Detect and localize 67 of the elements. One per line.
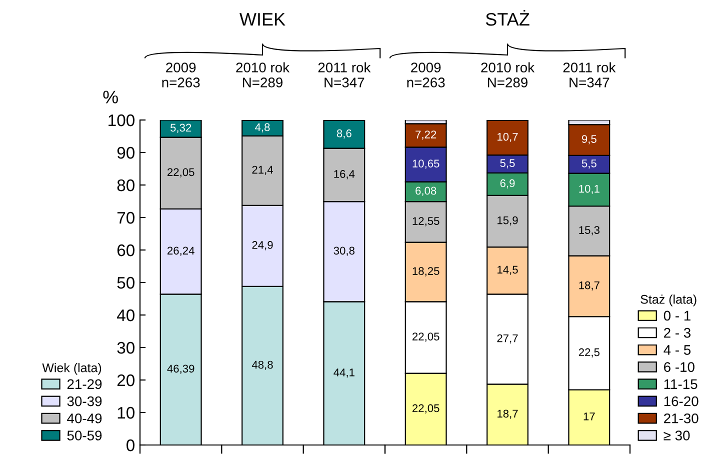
data-label: 7,22 <box>416 130 436 140</box>
y-tick-label: 80 <box>117 179 134 192</box>
legend-label: 6 -10 <box>664 362 694 372</box>
chart-title: STAŻ <box>486 10 530 26</box>
data-label: 18,7 <box>579 281 600 291</box>
data-label: 6,08 <box>416 186 436 196</box>
data-label: 21,4 <box>252 166 273 175</box>
legend-label: 11-15 <box>664 379 698 390</box>
x-tick-label: 2011 rok N=347 <box>563 62 616 88</box>
legend-label: 30-39 <box>67 396 102 406</box>
data-label: 15,9 <box>498 216 518 226</box>
data-label: 26,24 <box>167 246 194 256</box>
data-label: 22,05 <box>412 404 440 414</box>
legend-title: Wiek (lata) <box>42 363 102 375</box>
data-label: 10,65 <box>412 160 440 169</box>
data-label: 22,05 <box>167 168 194 178</box>
y-tick-label: 70 <box>117 212 134 224</box>
data-label: 48,8 <box>252 360 273 370</box>
legend-label: 16-20 <box>664 396 698 406</box>
x-tick-label: 2011 rok N=347 <box>318 62 371 88</box>
legend-label: 40-49 <box>67 413 102 424</box>
legend-label: 21-30 <box>664 413 698 424</box>
data-label: 4,8 <box>255 123 270 132</box>
data-label: 18,25 <box>412 267 440 276</box>
data-label: 10,1 <box>579 184 600 194</box>
y-tick-label: 30 <box>117 342 134 354</box>
data-label: 18,7 <box>498 410 518 419</box>
data-label: 9,5 <box>582 135 596 144</box>
legend-title: Staż (lata) <box>640 294 696 306</box>
data-label: 46,39 <box>167 364 194 374</box>
data-label: 6,9 <box>500 179 515 188</box>
data-label: 5,5 <box>500 159 515 168</box>
x-tick-label: 2009 n=263 <box>162 62 200 88</box>
data-label: 24,9 <box>252 241 273 250</box>
data-label: 16,4 <box>334 170 355 180</box>
y-tick-label: 20 <box>117 374 134 386</box>
y-tick-label: 10 <box>118 406 134 419</box>
legend-label: 50-59 <box>67 430 102 440</box>
data-label: 5,5 <box>582 160 596 169</box>
x-tick-label: 2009 n=263 <box>407 62 445 88</box>
chart-title: WIEK <box>240 13 286 26</box>
data-label: 8,6 <box>336 129 352 139</box>
data-label: 14,5 <box>498 266 518 275</box>
y-tick-label: 60 <box>117 244 134 256</box>
data-label: 22,5 <box>578 348 600 358</box>
data-label: 12,55 <box>412 217 440 226</box>
y-tick-label: 50 <box>117 276 134 289</box>
data-label: 15,3 <box>579 226 600 236</box>
x-tick-label: 2010 rok N=289 <box>236 62 290 88</box>
data-label: 27,7 <box>497 334 518 344</box>
data-label: 17 <box>584 412 595 420</box>
legend-label: 21-29 <box>67 379 102 390</box>
y-tick-label: 0 <box>126 439 134 452</box>
data-label: 30,8 <box>334 246 354 256</box>
legend-label: 2 - 3 <box>664 328 691 338</box>
y-axis-title: % <box>103 90 118 104</box>
legend-label: ≥ 30 <box>664 430 690 440</box>
x-tick-label: 2010 rok N=289 <box>481 62 535 88</box>
data-label: 22,05 <box>412 332 440 342</box>
data-label: 10,7 <box>498 132 518 142</box>
y-tick-label: 40 <box>116 309 134 322</box>
legend-label: 0 - 1 <box>664 310 690 321</box>
data-label: 5,32 <box>170 124 192 133</box>
data-label: 44,1 <box>334 368 354 378</box>
y-tick-label: 90 <box>117 146 134 159</box>
legend-label: 4 - 5 <box>664 345 691 355</box>
y-tick-label: 100 <box>108 114 134 126</box>
